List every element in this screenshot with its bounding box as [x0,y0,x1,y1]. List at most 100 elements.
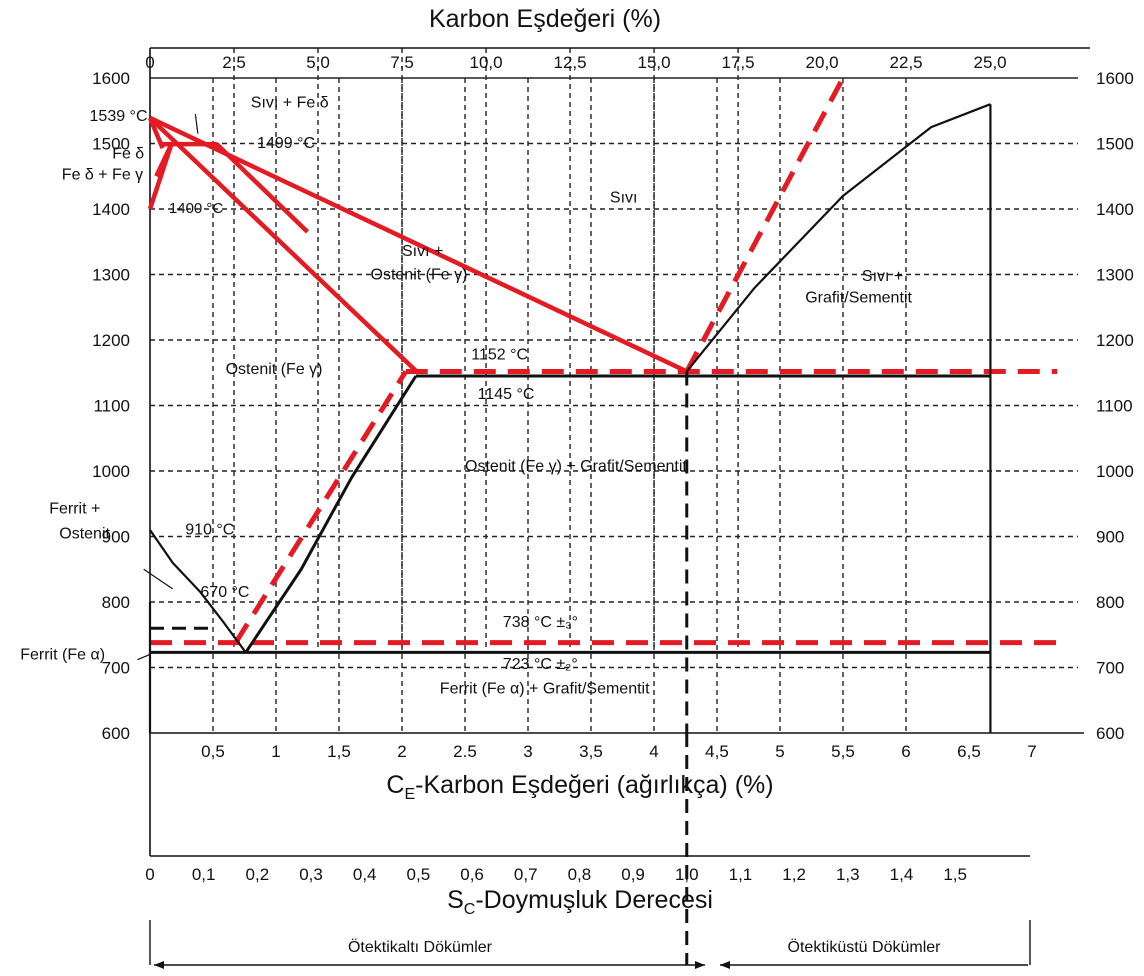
ce-tick-1: 1 [271,742,280,761]
y-tick-left-1200: 1200 [92,331,130,350]
sc-tick-4: 0,4 [353,865,377,884]
y-tick-right-700: 700 [1096,659,1124,678]
region-arrowhead-mid-left [695,961,705,969]
top-tick-3: 7,5 [390,53,414,72]
annotation-18: 670 °C [200,584,249,601]
annotations: 1539 °C Fe δ Fe δ + Fe γ Sıvı + Fe δ 1499 °C… [20,94,912,697]
ce-tick-9: 5 [775,742,784,761]
annotation-22: Ferrit (Fe α) + Grafit/Sementit [440,681,650,698]
top-tick-4: 10,0 [469,53,502,72]
y-tick-right-1600: 1600 [1096,69,1134,88]
sc-tick-0: 0 [145,865,154,884]
annotation-11: 1152 °C [471,347,528,364]
series-line-15 [685,103,991,373]
series-group [147,76,1058,965]
sc-tick-1: 0,1 [192,865,216,884]
ce-tick-10: 5,5 [831,742,855,761]
y-tick-left-1300: 1300 [92,266,130,285]
annotation-3: Sıvı + Fe δ [251,94,329,111]
sc-tick-7: 0,7 [514,865,538,884]
annotation-0: 1539 °C [90,108,148,125]
series-line-5 [215,142,310,234]
y-tick-right-1400: 1400 [1096,200,1134,219]
top-tick-2: 5,0 [306,53,330,72]
annotation-8: Ostenit (Fe γ) [371,267,468,284]
annotation-16: Ostenit [59,525,110,542]
region-arrowhead-left [154,961,164,969]
y-tick-right-1200: 1200 [1096,331,1134,350]
top-tick-7: 17,5 [722,53,755,72]
sc-tick-2: 0,2 [246,865,270,884]
sc-axis-label: SC-Doymuşluk Derecesi [447,886,713,918]
sc-tick-14: 1,4 [890,865,914,884]
series-line-14 [244,375,418,654]
y-tick-right-900: 900 [1096,528,1124,547]
top-tick-9: 22,5 [890,53,923,72]
sc-axis-label-sub: C [464,901,476,918]
y-tick-left-1500: 1500 [92,135,130,154]
y-tick-left-1100: 1100 [93,397,130,416]
annotation-19: 738 °C ±₃° [503,614,578,631]
y-tick-left-1000: 1000 [92,462,130,481]
annotation-9: Sıvı + [862,268,903,285]
y-tick-right-1100: 1100 [1096,397,1133,416]
ce-tick-7: 4 [649,742,658,761]
series-line-6 [154,143,174,178]
annotation-21: Ferrit (Fe α) [20,647,105,664]
ce-tick-8: 4,5 [705,742,729,761]
sc-tick-3: 0,3 [299,865,323,884]
sc-tick-8: 0,8 [568,865,592,884]
sc-tick-6: 0,6 [460,865,484,884]
series-line-7 [684,76,846,373]
top-tick-5: 12,5 [554,53,587,72]
x-axis-label-rest: -Karbon Eşdeğeri (ağırlıkça) (%) [415,771,773,799]
annotation-20: 723 °C ±₂° [503,656,578,673]
top-tick-0: 0 [145,53,154,72]
annotation-5: 1400 °C [169,200,224,217]
y-tick-right-600: 600 [1096,724,1124,743]
ce-tick-12: 6,5 [957,742,981,761]
annotation-13: 1145 °C [478,386,535,403]
top-tick-1: 2,5 [222,53,246,72]
x-axis-label-prefix: C [386,771,404,799]
x-axis-label: CE-Karbon Eşdeğeri (ağırlıkça) (%) [386,771,773,803]
ce-tick-4: 2.5 [453,742,477,761]
ce-tick-13: 7 [1027,742,1036,761]
sc-axis-label-rest: -Doymuşluk Derecesi [475,886,713,914]
top-tick-6: 15,0 [638,53,671,72]
series-line-0 [148,116,418,373]
ce-tick-3: 2 [397,742,406,761]
gridlines [150,48,1078,733]
region-hypoeutectic: Ötektikaltı Dökümler [348,938,493,956]
leader-ferrit-ostenit [143,568,174,590]
chart-title: Karbon Eşdeğeri (%) [429,5,661,33]
sc-axis-label-prefix: S [447,886,464,914]
ce-tick-0: 0,5 [201,742,225,761]
annotation-4: 1499 °C [257,135,315,152]
annotation-10: Grafit/Sementit [805,290,912,307]
sc-tick-9: 0,9 [621,865,645,884]
y-tick-left-1400: 1400 [92,200,130,219]
sc-tick-12: 1,2 [782,865,806,884]
y-tick-right-1500: 1500 [1096,135,1134,154]
y-tick-left-800: 800 [102,593,130,612]
sc-tick-10: 1,0 [675,865,699,884]
sc-tick-15: 1,5 [943,865,967,884]
y-tick-left-700: 700 [102,659,130,678]
sc-tick-5: 0,5 [407,865,431,884]
series-line-1 [149,115,688,374]
annotation-17: 910 °C [185,522,234,539]
annotation-15: Ferrit + [49,501,100,518]
ce-tick-5: 3 [523,742,532,761]
leader-sivi-fed [194,113,199,134]
annotation-2: Fe δ + Fe γ [62,167,143,184]
ce-tick-2: 1,5 [327,742,351,761]
region-arrowhead-mid-right [720,961,730,969]
annotation-14: Ostenit (Fe γ) + Grafit/Sementit [465,458,687,475]
sc-tick-13: 1,3 [836,865,860,884]
y-tick-right-1300: 1300 [1096,266,1134,285]
ce-tick-6: 3,5 [579,742,603,761]
plot-axes [149,47,1090,969]
